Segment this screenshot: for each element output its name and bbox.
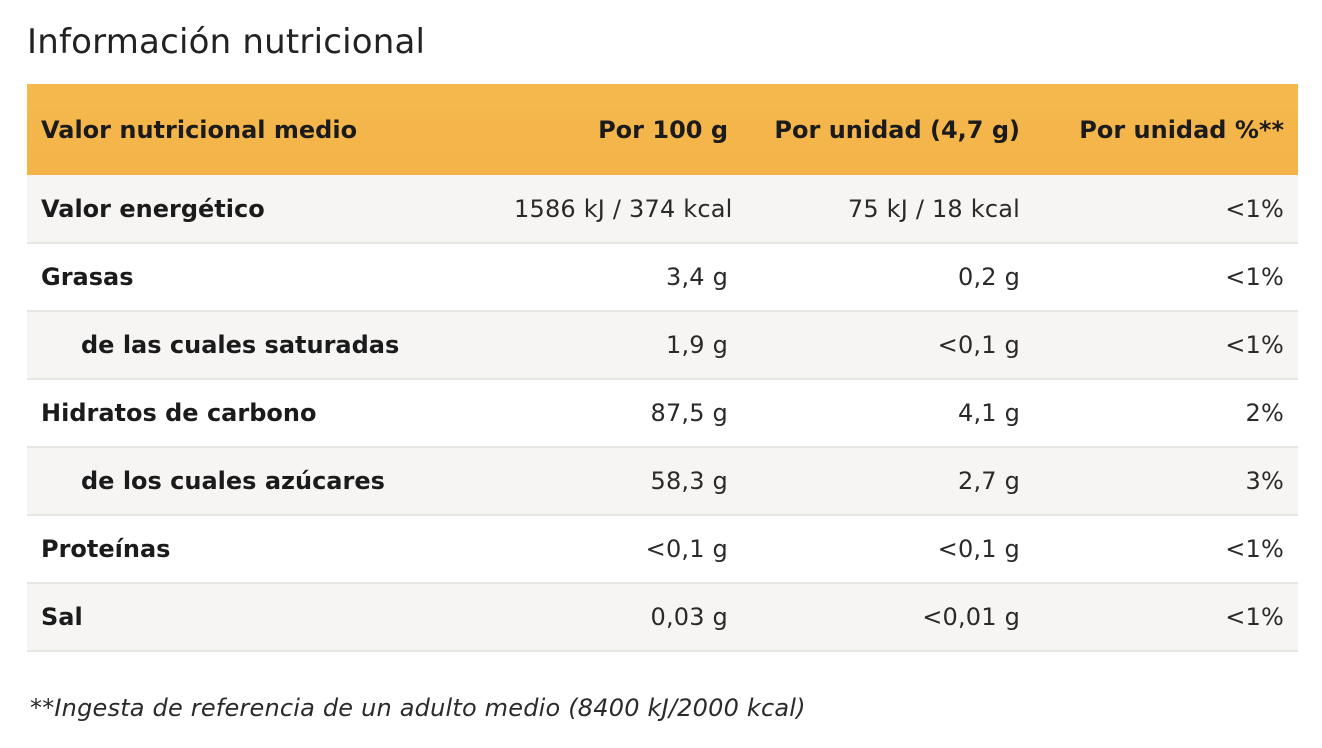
row-per-100g: 87,5 g xyxy=(650,399,728,427)
row-percent: <1% xyxy=(1225,535,1284,563)
nutrition-table: Valor nutricional medio Por 100 g Por un… xyxy=(27,84,1298,652)
row-label: Valor energético xyxy=(41,194,265,223)
row-percent: 2% xyxy=(1245,399,1284,427)
table-row: Sal 0,03 g <0,01 g <1% xyxy=(27,583,1298,651)
row-percent: <1% xyxy=(1225,331,1284,359)
row-per-unit: <0,01 g xyxy=(922,603,1020,631)
row-label: de los cuales azúcares xyxy=(81,467,385,495)
row-per-unit: 4,1 g xyxy=(957,399,1020,427)
row-label: Hidratos de carbono xyxy=(41,399,317,427)
table-row: Grasas 3,4 g 0,2 g <1% xyxy=(27,243,1298,311)
row-per-100g: <0,1 g xyxy=(645,535,728,563)
row-per-unit: 75 kJ / 18 kcal xyxy=(847,194,1020,223)
table-row: Proteínas <0,1 g <0,1 g <1% xyxy=(27,515,1298,583)
reference-intake-footnote: **Ingesta de referencia de un adulto med… xyxy=(30,694,806,722)
row-per-unit: 0,2 g xyxy=(957,263,1020,291)
header-per-unit-percent: Por unidad %** xyxy=(1079,115,1284,144)
header-row: Valor nutricional medio Por 100 g Por un… xyxy=(27,84,1298,175)
row-percent: <1% xyxy=(1225,603,1284,631)
row-label: de las cuales saturadas xyxy=(81,331,400,359)
nutrition-table-header: Valor nutricional medio Por 100 g Por un… xyxy=(27,84,1298,175)
table-row: de los cuales azúcares 58,3 g 2,7 g 3% xyxy=(27,447,1298,515)
row-per-unit: <0,1 g xyxy=(937,535,1020,563)
header-nutrient: Valor nutricional medio xyxy=(41,115,358,144)
header-per-unit: Por unidad (4,7 g) xyxy=(774,115,1020,144)
row-label: Grasas xyxy=(41,263,134,291)
row-per-100g: 1,9 g xyxy=(665,331,728,359)
row-per-100g: 0,03 g xyxy=(650,603,728,631)
row-label: Sal xyxy=(41,603,83,631)
row-per-100g: 3,4 g xyxy=(665,263,728,291)
row-label: Proteínas xyxy=(41,535,171,563)
row-percent: 3% xyxy=(1245,467,1284,495)
row-per-unit: <0,1 g xyxy=(937,331,1020,359)
header-per-100g: Por 100 g xyxy=(598,115,728,144)
row-percent: <1% xyxy=(1225,194,1284,223)
nutrition-table-body: Valor energético 1586 kJ / 374 kcal 75 k… xyxy=(27,175,1298,651)
row-per-100g: 58,3 g xyxy=(650,467,728,495)
row-per-100g: 1586 kJ / 374 kcal xyxy=(514,194,733,223)
table-row: Hidratos de carbono 87,5 g 4,1 g 2% xyxy=(27,379,1298,447)
page-title: Información nutricional xyxy=(27,22,426,62)
table-row: Valor energético 1586 kJ / 374 kcal 75 k… xyxy=(27,175,1298,243)
table-row: de las cuales saturadas 1,9 g <0,1 g <1% xyxy=(27,311,1298,379)
row-per-unit: 2,7 g xyxy=(957,467,1020,495)
row-percent: <1% xyxy=(1225,263,1284,291)
